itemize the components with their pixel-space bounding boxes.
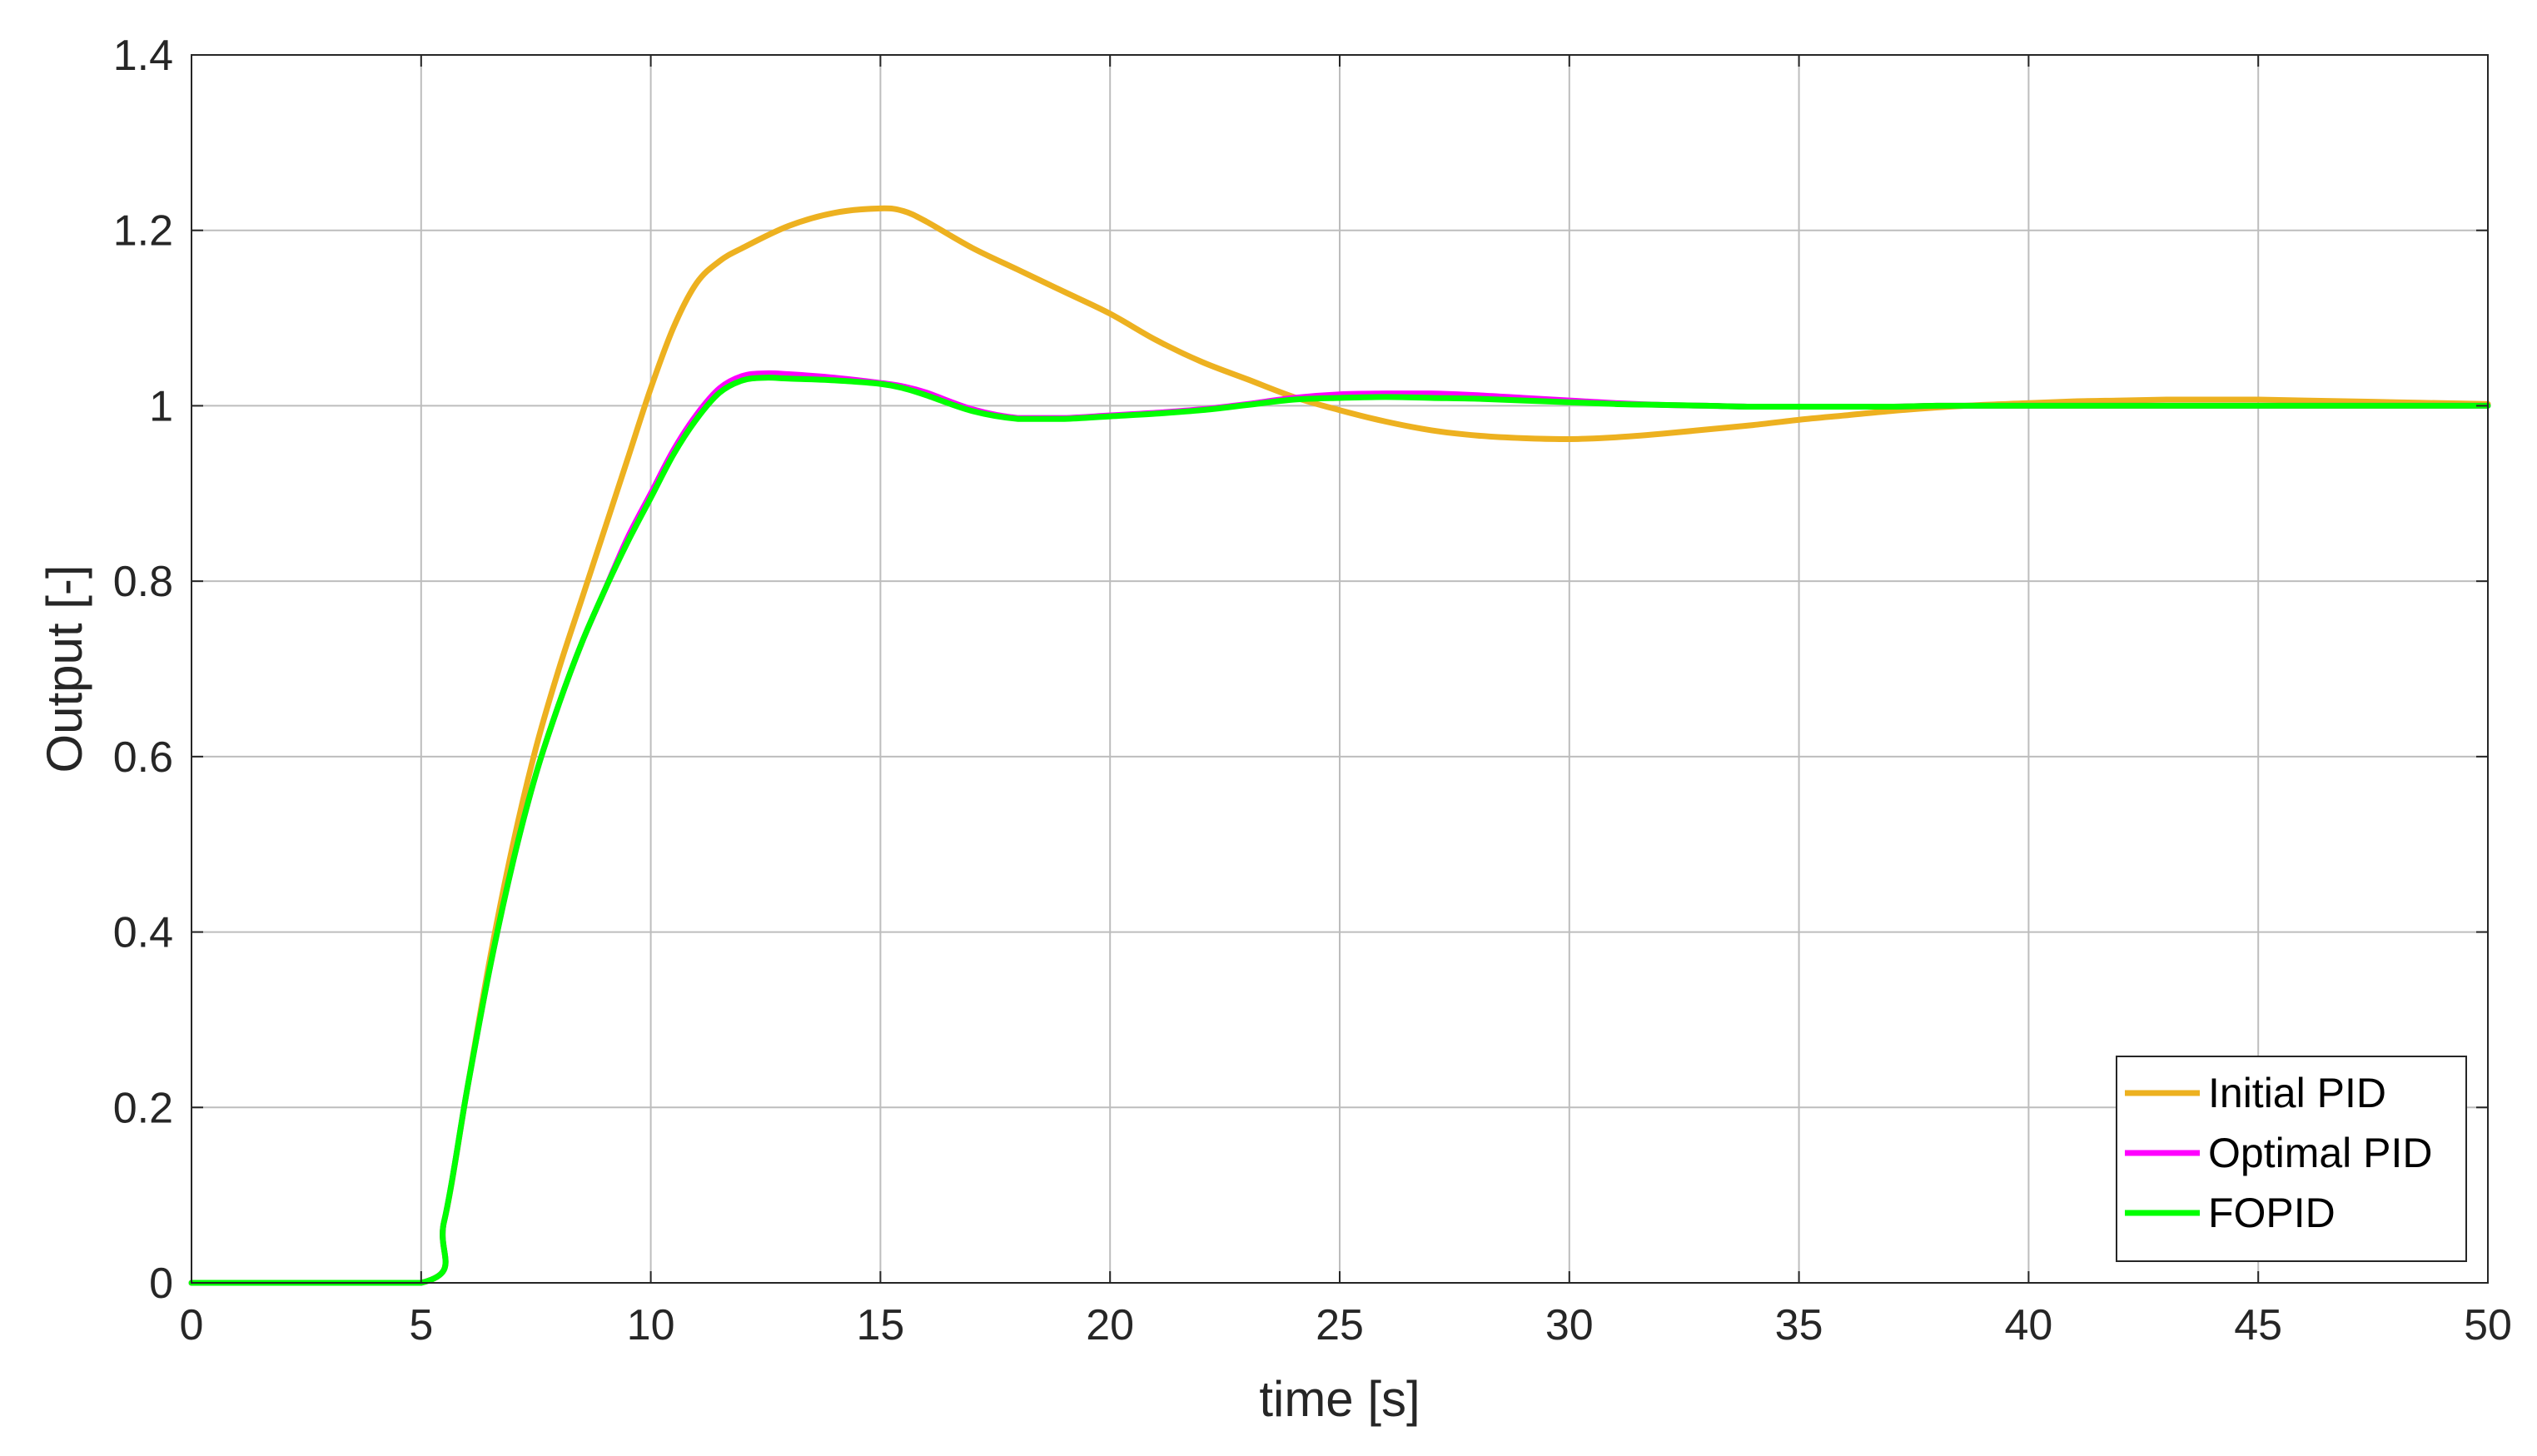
legend-label-fopid: FOPID: [2208, 1190, 2336, 1236]
y-tick-label: 0.2: [113, 1084, 173, 1132]
ticks: 0 5 10 15 20 25 30 35 40 45 50 0 0.2 0.4 0.6 0.8 1 1.2 1.4: [113, 32, 2512, 1349]
y-axis-label: Output [-]: [37, 564, 92, 773]
legend-label-initial-pid: Initial PID: [2208, 1070, 2386, 1116]
x-tick-label: 40: [2004, 1301, 2052, 1349]
grid: [192, 55, 2488, 1283]
legend-label-optimal-pid: Optimal PID: [2208, 1130, 2433, 1176]
x-tick-label: 30: [1545, 1301, 1594, 1349]
x-tick-label: 35: [1775, 1301, 1823, 1349]
x-tick-label: 15: [856, 1301, 904, 1349]
series-line-initial-pid: [188, 205, 2491, 1286]
x-tick-label: 45: [2234, 1301, 2282, 1349]
y-tick-label: 0.8: [113, 558, 173, 606]
x-tick-label: 50: [2464, 1301, 2512, 1349]
legend: Initial PID Optimal PID FOPID: [2116, 1056, 2467, 1262]
x-axis-label: time [s]: [1259, 1371, 1420, 1427]
x-tick-label: 25: [1316, 1301, 1364, 1349]
x-tick-label: 10: [627, 1301, 675, 1349]
y-tick-label: 1.2: [113, 207, 173, 256]
y-tick-label: 0: [149, 1260, 173, 1308]
x-tick-label: 5: [409, 1301, 433, 1349]
series-line-fopid: [188, 375, 2491, 1286]
legend-entries: Initial PID Optimal PID FOPID: [2125, 1070, 2433, 1236]
series-lines: [188, 205, 2491, 1286]
y-tick-label: 1.4: [113, 32, 173, 80]
x-tick-label: 0: [180, 1301, 204, 1349]
y-tick-label: 1: [149, 382, 173, 430]
y-tick-label: 0.4: [113, 909, 173, 957]
x-tick-label: 20: [1086, 1301, 1134, 1349]
y-tick-label: 0.6: [113, 733, 173, 782]
